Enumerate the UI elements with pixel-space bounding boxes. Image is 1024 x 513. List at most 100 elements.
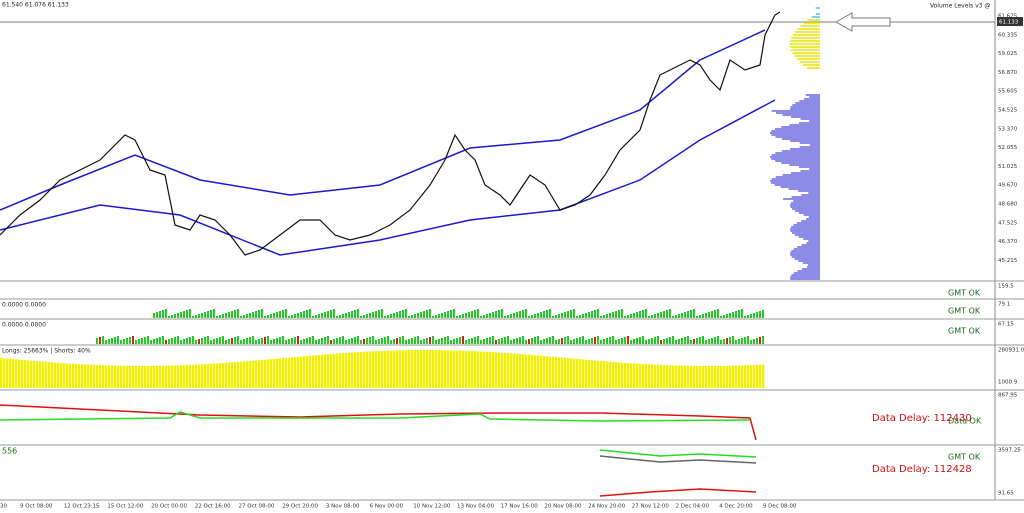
- vol-bar: [513, 339, 515, 344]
- vol-bar: [729, 337, 731, 344]
- yellow-bar: [318, 354, 321, 388]
- vol-bar: [486, 314, 488, 318]
- vol-bar: [534, 337, 536, 344]
- vol-bar: [648, 316, 650, 318]
- red-line: [599, 488, 757, 497]
- vol-bar: [207, 336, 209, 344]
- vol-bar: [255, 340, 257, 344]
- yellow-bar: [615, 362, 618, 388]
- vol-bar: [375, 311, 377, 318]
- yellow-bar: [405, 350, 408, 388]
- quote: 61.540 61.076 61.133: [2, 2, 69, 9]
- yellow-bar: [144, 365, 147, 388]
- vol-bar: [174, 314, 176, 318]
- vol-bar: [288, 316, 290, 318]
- vol-bar: [390, 340, 392, 344]
- yellow-bar: [246, 361, 249, 388]
- vol-bar: [738, 310, 740, 318]
- vol-bar: [474, 310, 476, 318]
- time-label: 10 Nov 12:00: [413, 504, 451, 510]
- vol-bar: [582, 314, 584, 318]
- yellow-bar: [576, 358, 579, 388]
- vol-bar: [300, 340, 302, 344]
- vol-bar: [294, 337, 296, 344]
- vol-bar: [579, 337, 581, 344]
- indicator-name: Volume Levels v3 @: [930, 3, 990, 10]
- vol-bar: [594, 337, 596, 344]
- vol-bar: [588, 339, 590, 344]
- vol-bar: [363, 315, 365, 318]
- yellow-bar: [297, 356, 300, 388]
- vol-bar: [570, 340, 572, 344]
- vol-bar: [231, 338, 233, 344]
- vol-bar: [618, 339, 620, 344]
- vol-bar: [255, 311, 257, 318]
- vol-bar: [531, 315, 533, 318]
- yellow-bar: [165, 365, 168, 388]
- yellow-bar: [702, 365, 705, 388]
- vol-bar: [654, 337, 656, 344]
- vol-bar: [474, 337, 476, 344]
- panel-scale: 867.95: [998, 393, 1018, 399]
- vol-bar: [192, 316, 194, 318]
- yellow-bar: [24, 360, 27, 388]
- vol-bar: [732, 312, 734, 318]
- yellow-bar: [384, 350, 387, 388]
- vol-bar: [624, 337, 626, 344]
- vol-bar: [747, 336, 749, 344]
- vol-bar: [720, 340, 722, 344]
- vol-bar: [267, 315, 269, 318]
- vol-bar: [348, 312, 350, 318]
- vol-bar: [699, 337, 701, 344]
- yellow-bar: [36, 361, 39, 388]
- vol-bar: [543, 311, 545, 318]
- vol-bar: [681, 338, 683, 344]
- vol-bar: [216, 316, 218, 318]
- yellow-bar: [252, 360, 255, 388]
- vol-bar: [747, 315, 749, 318]
- vol-bar: [660, 340, 662, 344]
- vol-bar: [504, 337, 506, 344]
- vol-bar: [240, 340, 242, 344]
- yellow-bar: [489, 351, 492, 388]
- vol-bar: [432, 336, 434, 344]
- vol-bar: [594, 310, 596, 318]
- vol-bar: [687, 311, 689, 318]
- yellow-bar: [342, 353, 345, 388]
- vol-bar: [189, 337, 191, 344]
- price-label: 48.680: [998, 202, 1018, 208]
- yellow-bar: [168, 365, 171, 388]
- yellow-bar: [639, 363, 642, 388]
- yellow-bar: [753, 364, 756, 388]
- vol-bar: [417, 336, 419, 344]
- vol-bar: [387, 336, 389, 344]
- yellow-bar: [759, 364, 762, 388]
- vol-bar: [522, 310, 524, 318]
- price-label: 53.370: [998, 126, 1018, 132]
- yellow-bar: [204, 364, 207, 388]
- yellow-bar: [75, 363, 78, 388]
- yellow-bar: [219, 363, 222, 388]
- vol-bar: [192, 336, 194, 344]
- yellow-bar: [408, 350, 411, 388]
- vol-bar: [360, 340, 362, 344]
- vol-bar: [399, 337, 401, 344]
- vol-bar: [600, 340, 602, 344]
- yellow-bar: [402, 350, 405, 388]
- vol-bar: [309, 337, 311, 344]
- vol-bar: [609, 313, 611, 318]
- vol-bar: [171, 315, 173, 318]
- yellow-bar: [555, 357, 558, 388]
- vol-bar: [591, 311, 593, 318]
- vol-bar: [669, 309, 671, 318]
- yellow-bar: [516, 353, 519, 388]
- yellow-bar: [174, 365, 177, 388]
- vol-bar: [654, 314, 656, 318]
- yellow-bar: [609, 361, 612, 388]
- vol-bar: [741, 309, 743, 318]
- vol-bar: [579, 315, 581, 318]
- vol-bar: [480, 316, 482, 318]
- yellow-bar: [654, 364, 657, 388]
- vol-bar: [762, 310, 764, 318]
- yellow-bar: [141, 365, 144, 388]
